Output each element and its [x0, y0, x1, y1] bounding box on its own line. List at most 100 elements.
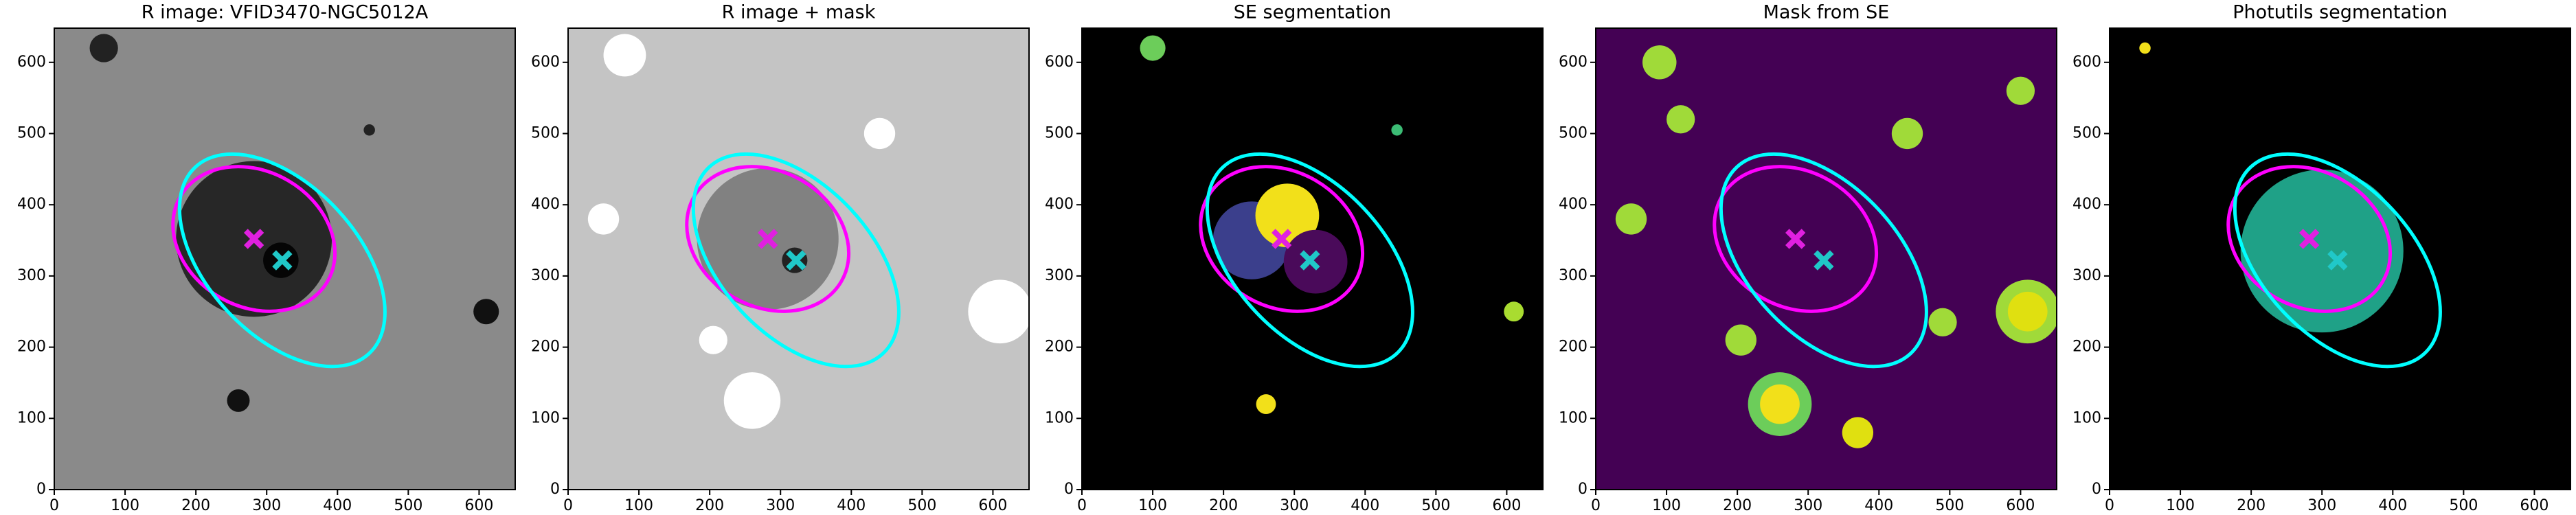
- x-tick-label: 100: [1652, 497, 1681, 514]
- panel: R image: VFID3470-NGC5012A 0 100 200 300 400 5…: [17, 2, 516, 514]
- image-content: [2139, 42, 2442, 369]
- y-tick-label: 300: [17, 267, 46, 284]
- y-tick-label: 0: [1064, 481, 1074, 498]
- image-blob: [2007, 291, 2048, 332]
- x-tick-label: 0: [1591, 497, 1601, 514]
- axes-frame: [567, 27, 1030, 490]
- x-tick-label: 0: [563, 497, 573, 514]
- panel-title: Mask from SE: [1763, 2, 1890, 23]
- image-blob: [1615, 203, 1647, 235]
- aperture-ellipse: [1205, 152, 1414, 369]
- panel-title: R image: VFID3470-NGC5012A: [142, 2, 429, 23]
- panel-title: Photutils segmentation: [2233, 2, 2448, 23]
- x-tick-label: 0: [2105, 497, 2114, 514]
- y-tick-label: 400: [2072, 196, 2101, 213]
- x-tick-label: 100: [624, 497, 653, 514]
- axes-frame: [1595, 27, 2057, 490]
- y-tick-label: 400: [17, 196, 46, 213]
- image-content: [1140, 35, 1524, 414]
- x-tick-label: 600: [2006, 497, 2035, 514]
- center-marker: [2299, 229, 2320, 249]
- x-tick-label: 200: [695, 497, 724, 514]
- y-tick-label: 0: [550, 481, 560, 498]
- center-marker: [272, 250, 293, 271]
- y-tick-label: 600: [17, 54, 46, 71]
- x-tick-label: 300: [1280, 497, 1309, 514]
- image-blob: [1928, 308, 1957, 336]
- center-marker: [786, 250, 806, 271]
- image-blob: [863, 117, 896, 150]
- panel-title: R image + mask: [722, 2, 876, 23]
- y-tick-label: 500: [531, 124, 560, 141]
- center-marker: [1785, 229, 1806, 249]
- y-tick-label: 600: [2072, 54, 2101, 71]
- y-tick-label: 100: [531, 409, 560, 426]
- center-marker: [1814, 250, 1834, 271]
- image-blob: [1642, 45, 1677, 80]
- x-tick-label: 100: [1138, 497, 1167, 514]
- y-tick-label: 400: [1045, 196, 1074, 213]
- x-tick-label: 300: [1794, 497, 1822, 514]
- y-tick-label: 600: [1559, 54, 1588, 71]
- x-tick-label: 500: [1935, 497, 1964, 514]
- x-tick-label: 400: [2378, 497, 2407, 514]
- x-tick-label: 200: [1209, 497, 1238, 514]
- y-tick-label: 300: [1559, 267, 1588, 284]
- panel: SE segmentation 0 100 200 300 400 500 600 0 100 20…: [1045, 2, 1544, 514]
- y-tick-label: 200: [1045, 339, 1074, 356]
- image-blob: [2139, 42, 2151, 54]
- image-blob: [723, 372, 781, 429]
- image-blob: [968, 279, 1029, 344]
- x-tick-label: 500: [907, 497, 936, 514]
- x-tick-label: 0: [49, 497, 59, 514]
- x-tick-label: 500: [2449, 497, 2478, 514]
- y-tick-label: 400: [1559, 196, 1588, 213]
- axes-frame: [54, 27, 516, 490]
- x-tick-label: 100: [111, 497, 139, 514]
- image-blob: [1891, 117, 1923, 150]
- y-tick-label: 0: [36, 481, 46, 498]
- image-blob: [587, 203, 620, 235]
- image-blob: [1504, 301, 1524, 322]
- x-tick-label: 600: [978, 497, 1007, 514]
- y-tick-label: 200: [531, 339, 560, 356]
- x-tick-label: 200: [1723, 497, 1752, 514]
- y-tick-label: 300: [2072, 267, 2101, 284]
- center-marker: [758, 229, 778, 249]
- image-blob: [2240, 170, 2404, 333]
- y-tick-label: 300: [531, 267, 560, 284]
- image-blob: [1255, 183, 1320, 248]
- image-blob: [1760, 384, 1800, 424]
- y-tick-label: 0: [1578, 481, 1588, 498]
- x-tick-label: 400: [1351, 497, 1379, 514]
- image-blob: [1283, 229, 1348, 294]
- image-blob: [1667, 105, 1695, 134]
- image-blob: [1842, 417, 1874, 448]
- aperture-ellipse: [177, 152, 387, 369]
- y-tick-label: 100: [2072, 409, 2101, 426]
- center-marker: [1300, 250, 1320, 271]
- y-tick-label: 200: [17, 339, 46, 356]
- aperture-ellipse: [691, 152, 901, 369]
- axes-frame: [1081, 27, 1544, 490]
- panel: Mask from SE 0 100 200 300 400 500 600 0 100 200 30…: [1559, 2, 2057, 514]
- y-tick-label: 200: [2072, 339, 2101, 356]
- y-tick-label: 500: [1559, 124, 1588, 141]
- x-tick-label: 400: [837, 497, 866, 514]
- image-blob: [1140, 35, 1166, 61]
- y-tick-label: 100: [17, 409, 46, 426]
- image-blob: [1391, 124, 1403, 136]
- image-blob: [2006, 76, 2035, 105]
- image-blob: [1725, 324, 1756, 356]
- x-tick-label: 0: [1077, 497, 1087, 514]
- x-tick-label: 600: [464, 497, 493, 514]
- image-blob: [473, 299, 499, 325]
- y-tick-label: 400: [531, 196, 560, 213]
- x-tick-label: 200: [181, 497, 210, 514]
- y-tick-label: 200: [1559, 339, 1588, 356]
- y-tick-label: 600: [1045, 54, 1074, 71]
- center-marker: [244, 229, 264, 249]
- x-tick-label: 100: [2166, 497, 2195, 514]
